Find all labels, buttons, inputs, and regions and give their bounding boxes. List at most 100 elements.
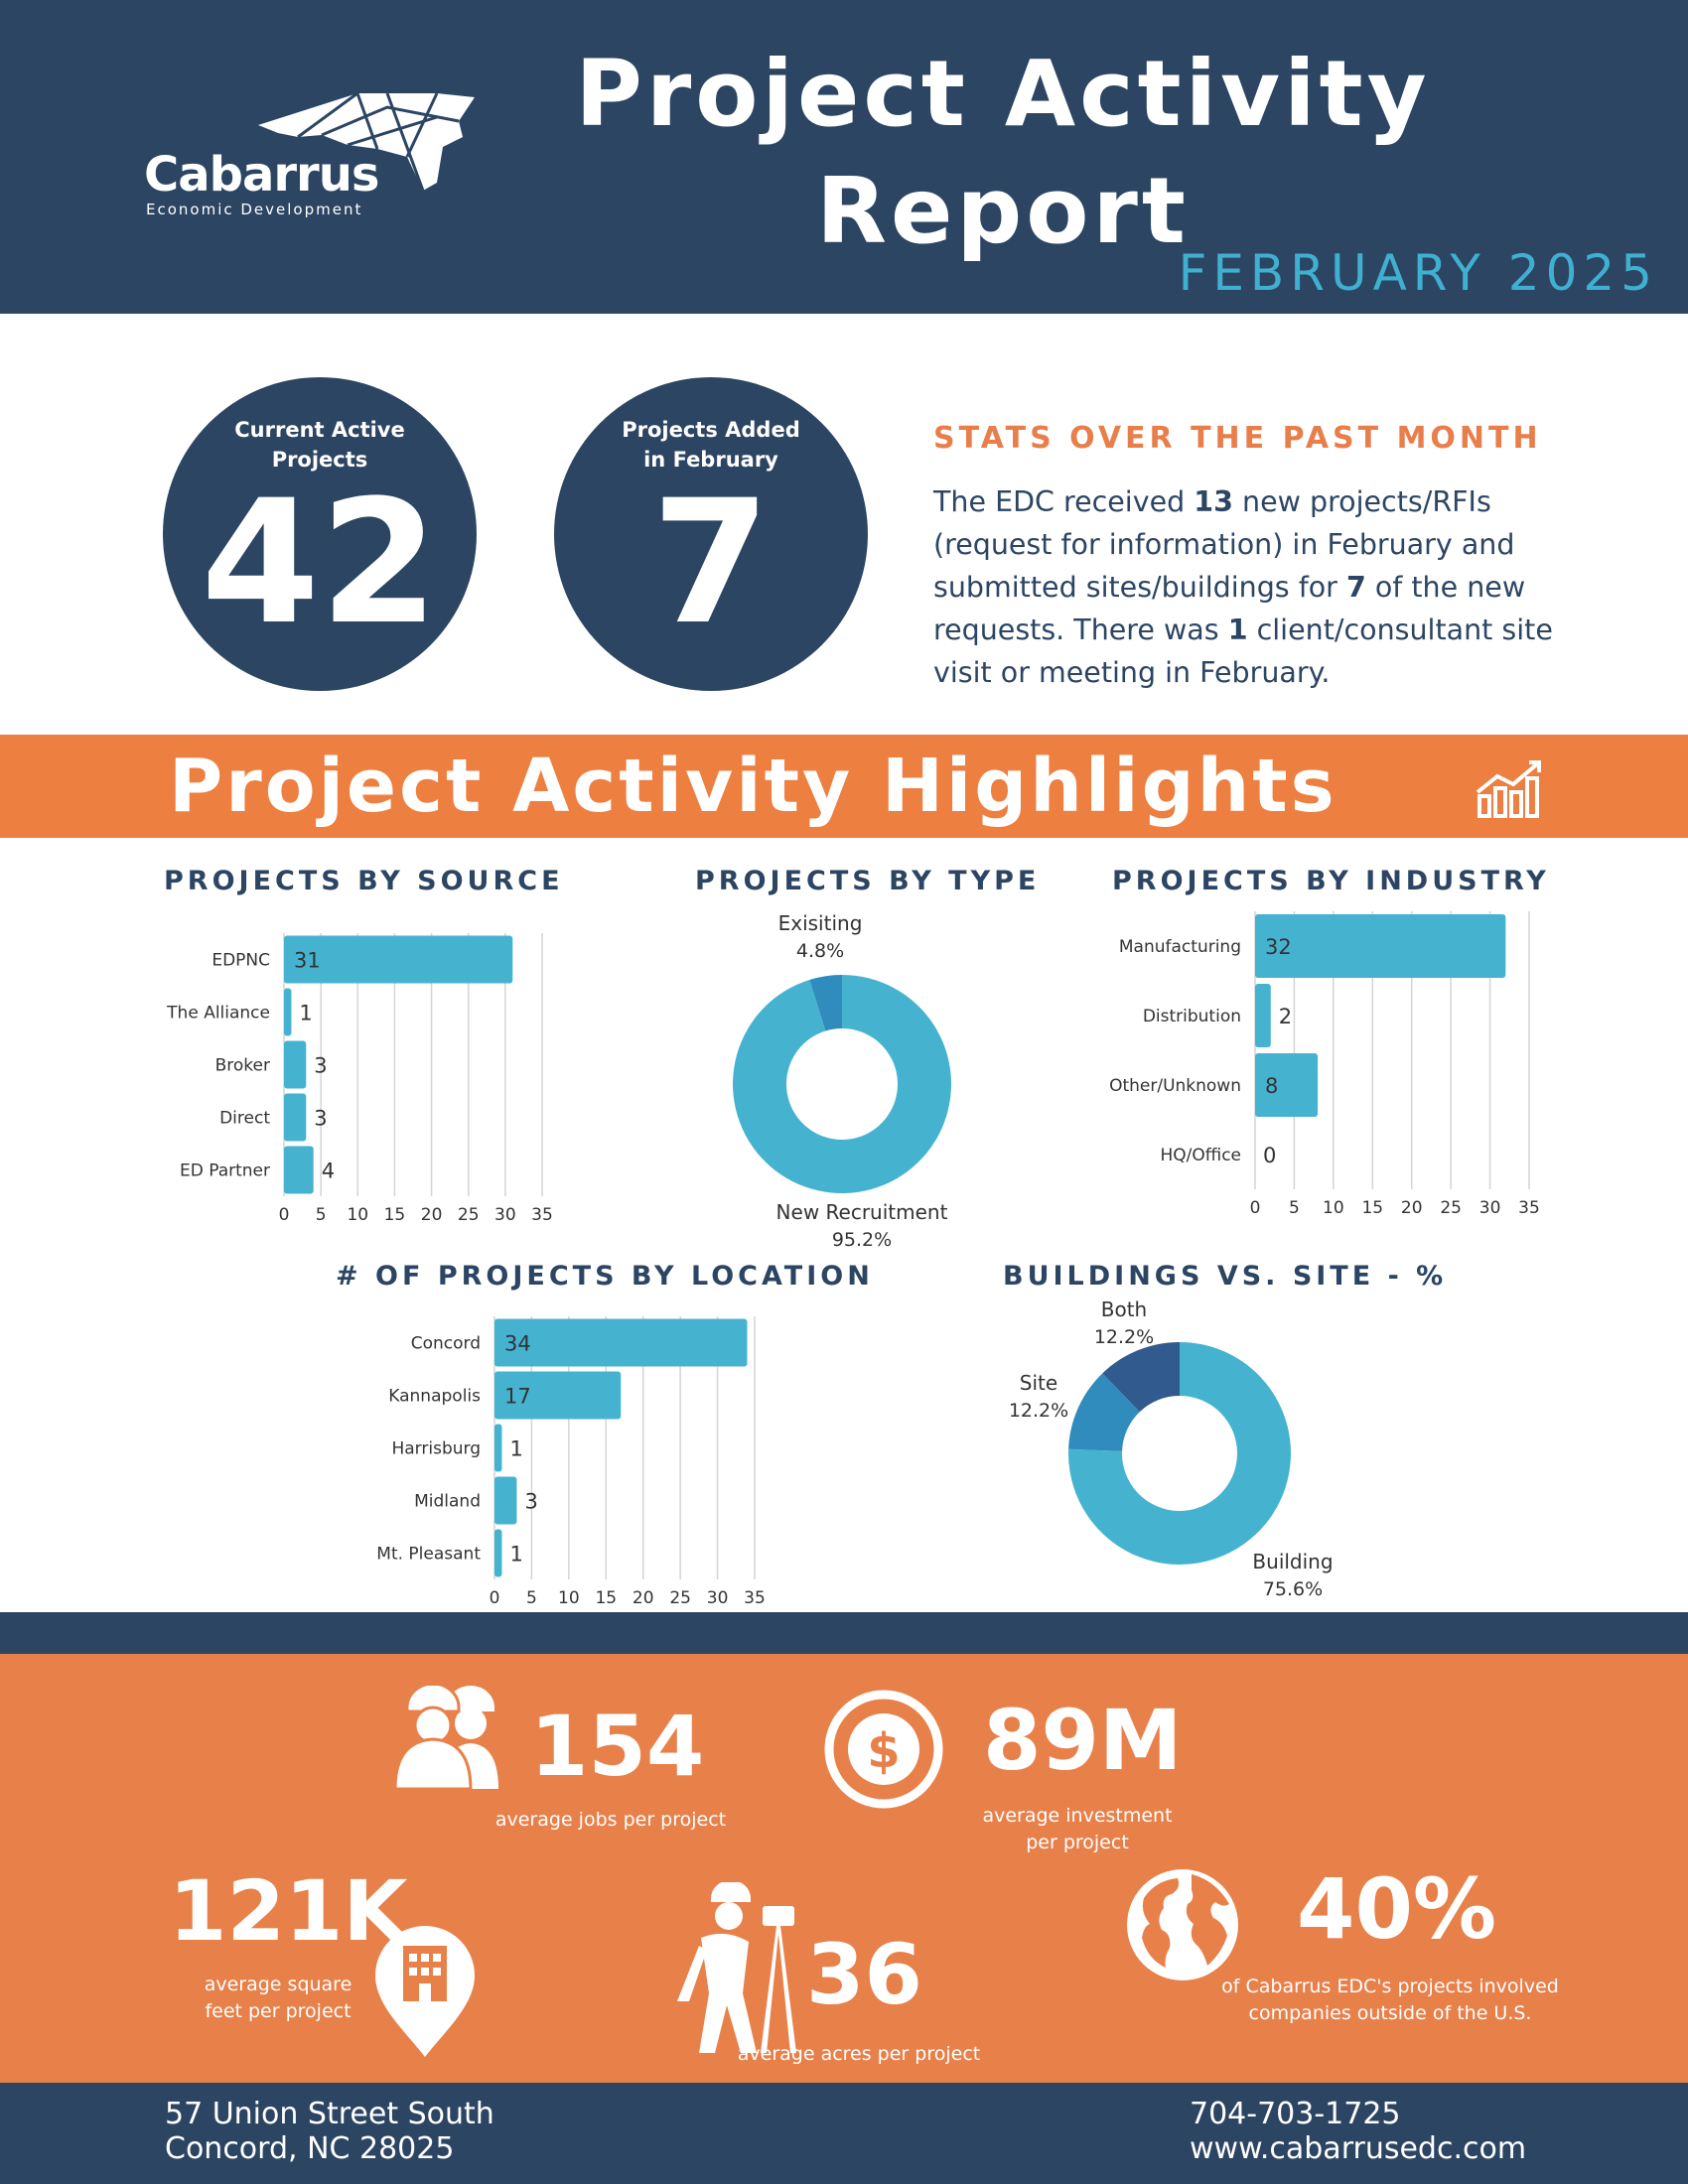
bar (494, 1424, 502, 1472)
kpi-label: in February (643, 448, 778, 472)
stat-sqft-label: average square feet per project (204, 1974, 352, 2022)
x-tick-label: 30 (707, 1588, 729, 1608)
dollar-coin-icon: $ (824, 1690, 943, 1809)
donut-slice (1067, 1342, 1291, 1565)
slice-label: Site (1020, 1371, 1057, 1395)
bar (1255, 1053, 1319, 1117)
donut-slice (1068, 1373, 1140, 1451)
bar (284, 935, 513, 984)
bar-value-label: 31 (294, 949, 321, 973)
kpi-active-projects: Current Active Projects 42 (163, 377, 477, 691)
donut-slice (809, 975, 842, 1031)
stat-investment-label: average investment per project (982, 1805, 1173, 1853)
bar-value-label: 3 (524, 1490, 537, 1514)
bar (494, 1476, 517, 1525)
bar (284, 1093, 307, 1142)
x-tick-label: 25 (1440, 1198, 1462, 1218)
chart-title-location: # OF PROJECTS BY LOCATION (336, 1261, 874, 1292)
workers-icon (393, 1686, 498, 1789)
stats-heading: STATS OVER THE PAST MONTH (933, 421, 1542, 456)
x-tick-label: 5 (526, 1588, 537, 1608)
bar-value-label: 1 (299, 1002, 312, 1025)
surveyor-icon (677, 1882, 796, 2053)
stat-sqft-value: 121K (169, 1862, 408, 1960)
bar-value-label: 1 (509, 1543, 522, 1567)
x-tick-label: 30 (1479, 1198, 1501, 1218)
bar-value-label: 4 (322, 1160, 335, 1183)
bar-value-label: 17 (504, 1385, 531, 1409)
category-label: Other/Unknown (1109, 1076, 1241, 1096)
category-label: The Alliance (166, 1004, 270, 1024)
x-tick-label: 35 (744, 1588, 766, 1608)
stat-text: client/consultant site visit or meeting … (933, 614, 1553, 689)
growth-chart-icon (1476, 760, 1541, 818)
bar-value-label: 1 (509, 1437, 522, 1461)
bar (494, 1529, 502, 1577)
cabarrus-logo: Cabarrus Economic Development (144, 87, 475, 226)
x-tick-label: 10 (1323, 1198, 1344, 1218)
globe-icon (1127, 1869, 1238, 1980)
logo-name: Cabarrus (144, 147, 379, 203)
bar-value-label: 34 (504, 1332, 531, 1356)
category-label: EDPNC (211, 951, 270, 971)
website-link[interactable]: www.cabarrusedc.com (1190, 2131, 1527, 2166)
stat-jobs-value: 154 (530, 1698, 705, 1795)
x-tick-label: 0 (279, 1205, 290, 1225)
category-label: Kannapolis (388, 1387, 481, 1407)
stat-text: of the new requests. There was (933, 571, 1526, 646)
stat-highlight-number: 13 (1194, 485, 1233, 518)
stat-foreign-value: 40% (1297, 1860, 1497, 1958)
slice-label: Exisiting (778, 911, 863, 935)
category-label: Concord (411, 1334, 481, 1354)
x-tick-label: 20 (1401, 1198, 1423, 1218)
category-label: Mt. Pleasant (376, 1545, 481, 1565)
category-label: Manufacturing (1119, 937, 1241, 957)
x-tick-label: 0 (1250, 1198, 1261, 1218)
bar (1255, 914, 1506, 978)
bar (494, 1318, 748, 1367)
slice-label: Building (1252, 1550, 1333, 1573)
x-tick-label: 10 (558, 1588, 580, 1608)
slice-percent: 75.6% (1263, 1578, 1323, 1600)
bar-value-label: 3 (314, 1107, 327, 1131)
x-tick-label: 15 (384, 1205, 406, 1225)
bar (284, 988, 292, 1036)
bar-value-label: 3 (314, 1054, 327, 1078)
highlights-band: Project Activity Highlights (0, 735, 1688, 838)
x-tick-label: 15 (595, 1588, 617, 1608)
x-tick-label: 10 (347, 1205, 368, 1225)
address-line1: 57 Union Street South (165, 2097, 494, 2131)
stat-acres-label: average acres per project (737, 2043, 981, 2065)
bar (284, 1146, 314, 1194)
slice-percent: 95.2% (832, 1229, 892, 1251)
category-label: HQ/Office (1160, 1146, 1241, 1165)
kpi-label: Projects (271, 448, 368, 472)
bar-value-label: 0 (1263, 1144, 1276, 1167)
x-tick-label: 5 (316, 1205, 327, 1225)
kpi-projects-added: Projects Added in February 7 (554, 377, 868, 691)
category-label: Midland (414, 1492, 481, 1512)
x-tick-label: 20 (421, 1205, 443, 1225)
chart-title-source: PROJECTS BY SOURCE (164, 866, 564, 896)
stat-foreign-label: of Cabarrus EDC's projects involved compa… (1221, 1976, 1559, 2024)
slice-label: New Recruitment (776, 1200, 948, 1224)
slice-percent: 4.8% (796, 940, 844, 962)
address-line2: Concord, NC 28025 (165, 2131, 455, 2166)
donut-slice (1102, 1342, 1180, 1413)
bar (494, 1371, 622, 1420)
slice-percent: 12.2% (1094, 1326, 1154, 1348)
category-label: Harrisburg (391, 1439, 481, 1459)
bottom-stats-panel (0, 1612, 1688, 2083)
svg-text:$: $ (867, 1723, 900, 1779)
report-month: FEBRUARY 2025 (1178, 244, 1658, 302)
logo-subtitle: Economic Development (146, 201, 363, 218)
kpi-label: Current Active (234, 418, 405, 442)
header-banner: Cabarrus Economic Development Project Ac… (0, 0, 1688, 314)
x-tick-label: 35 (1518, 1198, 1540, 1218)
bar-value-label: 32 (1265, 935, 1292, 959)
stat-highlight-number: 1 (1227, 614, 1248, 646)
stat-highlight-number: 7 (1345, 571, 1366, 604)
stat-jobs-label: average jobs per project (494, 1809, 727, 1831)
category-label: Direct (219, 1109, 270, 1129)
